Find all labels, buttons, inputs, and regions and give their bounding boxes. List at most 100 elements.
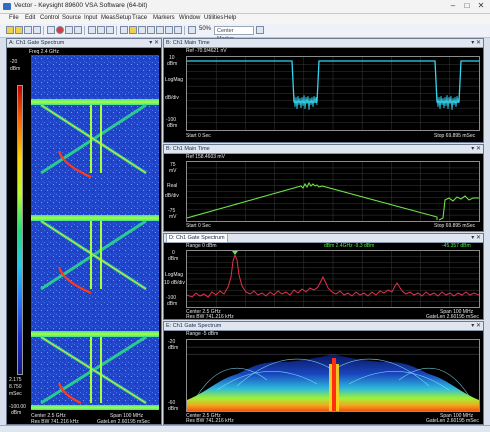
pane-d-gate-spectrum[interactable]: D: Ch1 Gate Spectrum ▾ ✕ Range 0 dBm dBm… [163,233,484,320]
pane-c-y-top: 75 [170,162,176,168]
single-icon[interactable] [24,26,32,34]
menu-edit[interactable]: Edit [25,15,36,21]
pane-d-marker-readout: dBm 2.4GHz -9.3 dBm [324,243,375,249]
pane-b-title: B: Ch1 Main Time [166,40,210,46]
menu-control[interactable]: Control [40,15,60,21]
burst-band [31,331,159,337]
pane-b-y-format: LogMag [165,77,184,83]
zoom-level: 50% [199,26,212,32]
pane-b-plot [186,56,480,131]
pane-e-y-bottom-unit: dBm [168,406,179,412]
pane-a-title: A: Ch1 Gate Spectrum [9,40,65,46]
pane-c-y-bottom-unit: mV [169,214,177,220]
pane-e-gate-spectrum[interactable]: E: Ch1 Gate Spectrum ▾ ✕ Range -5 dBm -2… [163,321,484,425]
run-icon[interactable] [6,26,14,34]
pane-a-scale-bottom-unit: dBm [11,410,22,416]
pane-d-center: Center 2.5 GHz [186,309,221,315]
pane-e-plot [186,339,480,412]
pane-e-ref: Range -5 dBm [186,331,219,337]
max-icon[interactable] [174,26,182,34]
pan-icon[interactable] [156,26,164,34]
minimize-icon[interactable]: – [450,1,456,10]
zoom-in-icon[interactable] [138,26,146,34]
pane-d-y-bottom-unit: dBm [167,301,178,307]
pointer-icon[interactable] [120,26,128,34]
pane-a-time-unit: mSec [9,391,22,397]
pane-c-y-unit: mV [169,168,177,174]
menu-utilities[interactable]: Utilities [204,15,224,21]
menu-trace[interactable]: Trace [132,15,148,21]
record-icon[interactable] [47,26,55,34]
dropdown-icon[interactable] [256,26,264,34]
peak-icon[interactable] [165,26,173,34]
menu-meassetup[interactable]: MeasSetup [101,15,132,21]
pane-d-rbw: Res BW 741.216 kHz [186,314,234,320]
pane-close-icon[interactable]: ▾ ✕ [149,40,159,46]
pane-close-icon[interactable]: ▾ ✕ [471,146,481,152]
center-marker-input[interactable]: Center Marker [214,26,254,42]
status-bar [0,425,490,432]
pane-d-y-div: 10 dB/div [164,280,185,286]
pause-icon[interactable] [15,26,23,34]
play-icon[interactable] [65,26,73,34]
pane-e-y-top: -20 [168,339,176,345]
pane-a-scale-top: -20 [10,59,18,65]
pane-b-y-div: dB/div [165,95,179,101]
step-icon[interactable] [74,26,82,34]
pane-c-start: Start 0 Sec [186,223,211,229]
density-arcs [196,358,470,397]
stop-record-icon[interactable] [56,26,64,34]
pane-close-icon[interactable]: ▾ ✕ [471,323,481,329]
pane-d-y-format: LogMag [165,272,184,278]
pane-close-icon[interactable]: ▾ ✕ [471,40,481,46]
pane-a-rbw: Res BW 741.216 kHz [31,419,79,425]
toolbar: 50% Center Marker [0,24,490,42]
pane-b-y-top: 10 [169,55,175,61]
pane-e-y-unit: dBm [168,345,179,351]
pane-c-title: B: Ch1 Main Time [166,146,210,152]
pane-d-title: D: Ch1 Gate Spectrum [166,234,228,243]
menu-markers[interactable]: Markers [153,15,175,21]
pane-c-main-time[interactable]: B: Ch1 Main Time ▾ ✕ Ref 158.4603 mV 75 … [163,144,484,232]
window-title: Vector - Keysight 89600 VSA Software (64… [14,2,148,9]
pane-d-graph [187,251,479,307]
pane-e-title: E: Ch1 Gate Spectrum [166,323,222,329]
pane-b-y-bottom: -100 [166,117,177,123]
pane-b-main-time[interactable]: B: Ch1 Main Time ▾ ✕ Ref -70.9/4621 nV 1… [163,38,484,143]
marker-icon[interactable] [129,26,137,34]
menu-window[interactable]: Window [179,15,201,21]
layout-icon[interactable] [88,26,96,34]
toolbar-separator [116,26,117,35]
pane-d-y-unit: dBm [168,256,179,262]
marker-icon[interactable] [232,251,238,255]
pane-d-y-top: 0 [172,250,175,256]
zoom-out-icon[interactable] [147,26,155,34]
menu-file[interactable]: File [9,15,19,21]
menu-input[interactable]: Input [84,15,98,21]
menu-help[interactable]: Help [224,15,237,21]
noise-burst [436,94,460,111]
toolbar-separator [43,26,44,35]
pane-c-graph [187,162,479,221]
pane-c-y-bottom: -75 [168,208,176,214]
pane-b-stop: Stop 69.895 mSec [434,133,476,139]
grid-layout-icon[interactable] [97,26,105,34]
color-scale-bar [17,85,23,375]
pane-c-stop: Stop 69.895 mSec [434,223,476,229]
pane-a-scale-unit: dBm [10,66,21,72]
menu-source[interactable]: Source [62,15,82,21]
maximize-icon[interactable]: □ [464,1,470,10]
pane-e-gatelen: GateLen 2.60195 mSec [426,418,479,424]
tile-icon[interactable] [106,26,114,34]
center-peak [332,358,336,411]
burst-band [31,215,159,221]
app-icon [3,3,11,10]
restart-icon[interactable] [33,26,41,34]
pane-a-time-2: 8.750 [9,384,22,390]
pane-close-icon[interactable]: ▾ ✕ [471,235,481,241]
pane-c-y-div: dB/div [165,193,179,199]
autoscale-icon[interactable] [188,26,196,34]
close-icon[interactable]: ✕ [477,1,485,10]
pane-a-spectrogram[interactable]: A: Ch1 Gate Spectrum ▾ ✕ Freq 2.4 GHz -2… [6,38,162,425]
